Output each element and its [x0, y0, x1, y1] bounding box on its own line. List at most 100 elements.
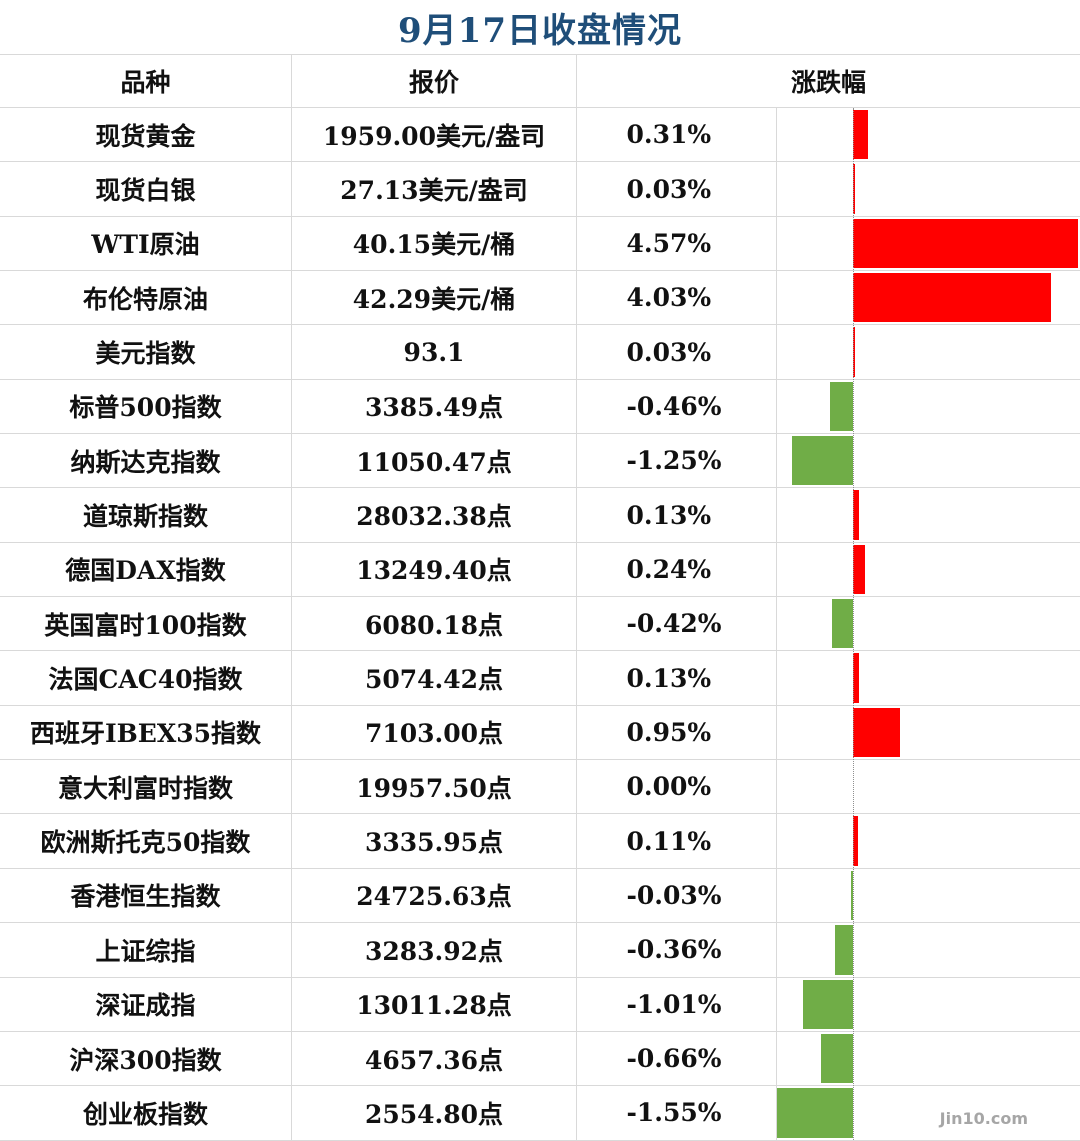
instrument-name: 法国CAC40指数	[0, 651, 292, 705]
bar-up	[853, 164, 855, 214]
instrument-name: 欧洲斯托克50指数	[0, 814, 292, 868]
header-price: 报价	[292, 55, 577, 107]
instrument-price: 13011.28点	[292, 977, 577, 1031]
change-cell: 0.24%	[577, 542, 777, 597]
bar-cell	[777, 108, 1080, 161]
bar-cell	[777, 760, 1080, 813]
bar-cell	[777, 706, 1080, 759]
change-value: -1.01%	[626, 989, 722, 1019]
instrument-name: 深证成指	[0, 977, 292, 1031]
change-value: 0.13%	[626, 500, 712, 530]
change-cell: 4.03%	[577, 271, 777, 325]
change-cell: -0.46%	[577, 379, 777, 434]
bar-down	[851, 870, 853, 921]
instrument-price: 19957.50点	[292, 760, 577, 814]
change-cell: 4.57%	[577, 216, 777, 271]
table-row: 现货黄金 1959.00美元/盎司 0.31%	[0, 108, 1080, 163]
instrument-price: 28032.38点	[292, 488, 577, 542]
instrument-name: 西班牙IBEX35指数	[0, 705, 292, 760]
table-row: 现货白银 27.13美元/盎司 0.03%	[0, 162, 1080, 217]
instrument-price: 40.15美元/桶	[292, 216, 577, 271]
bar-up	[853, 273, 1052, 323]
instrument-name: 道琼斯指数	[0, 488, 292, 542]
table-row: 深证成指 13011.28点 -1.01%	[0, 977, 1080, 1032]
change-value: -0.42%	[626, 609, 722, 639]
table-row: 西班牙IBEX35指数 7103.00点 0.95%	[0, 705, 1080, 761]
table-row: 英国富时100指数 6080.18点 -0.42%	[0, 597, 1080, 652]
bar-up	[853, 544, 865, 595]
table-row: 创业板指数 2554.80点 -1.55%	[0, 1086, 1080, 1141]
instrument-price: 3385.49点	[292, 379, 577, 434]
change-value: -0.36%	[626, 935, 722, 965]
instrument-name: 创业板指数	[0, 1086, 292, 1140]
bar-cell	[777, 869, 1080, 922]
bar-cell	[777, 543, 1080, 596]
bar-down	[791, 436, 853, 486]
bar-cell	[777, 814, 1080, 867]
table-row: 美元指数 93.1 0.03%	[0, 325, 1080, 380]
instrument-price: 7103.00点	[292, 705, 577, 760]
change-value: -0.66%	[626, 1044, 722, 1074]
bar-cell	[777, 380, 1080, 433]
change-cell: -0.42%	[577, 597, 777, 651]
change-value: 0.11%	[626, 826, 712, 856]
bar-down	[776, 1088, 853, 1138]
change-cell: 0.11%	[577, 814, 777, 868]
table-row: 标普500指数 3385.49点 -0.46%	[0, 379, 1080, 435]
change-cell: 0.31%	[577, 108, 777, 162]
table-row: 上证综指 3283.92点 -0.36%	[0, 923, 1080, 978]
change-cell: -1.55%	[577, 1086, 777, 1140]
change-value: 4.57%	[626, 228, 712, 258]
instrument-name: 英国富时100指数	[0, 597, 292, 651]
bar-cell	[777, 597, 1080, 650]
instrument-price: 27.13美元/盎司	[292, 162, 577, 216]
bar-cell	[777, 923, 1080, 976]
header-change: 涨跌幅	[790, 68, 866, 97]
bar-up	[853, 218, 1078, 269]
instrument-price: 6080.18点	[292, 597, 577, 651]
bar-cell	[777, 325, 1080, 378]
change-cell: 0.00%	[577, 760, 777, 814]
bar-cell	[777, 488, 1080, 541]
change-value: 0.13%	[626, 663, 712, 693]
instrument-price: 13249.40点	[292, 542, 577, 597]
table-row: 纳斯达克指数 11050.47点 -1.25%	[0, 434, 1080, 489]
change-value: 0.03%	[626, 174, 712, 204]
change-cell: -0.03%	[577, 868, 777, 923]
change-value: 0.31%	[626, 120, 712, 150]
quote-table-body: 现货黄金 1959.00美元/盎司 0.31% 现货白银 27.13美元/盎司 0.03%…	[0, 108, 1080, 1141]
header-name: 品种	[0, 55, 292, 107]
instrument-name: 布伦特原油	[0, 271, 292, 325]
table-row: WTI原油 40.15美元/桶 4.57%	[0, 216, 1080, 272]
page-title: 9月17日收盘情况	[398, 10, 682, 51]
instrument-price: 42.29美元/桶	[292, 271, 577, 325]
table-row: 德国DAX指数 13249.40点 0.24%	[0, 542, 1080, 598]
instrument-name: WTI原油	[0, 216, 292, 271]
table-row: 意大利富时指数 19957.50点 0.00%	[0, 760, 1080, 815]
bar-down	[820, 1033, 853, 1084]
watermark: Jin10.com	[939, 1109, 1028, 1128]
instrument-name: 现货黄金	[0, 108, 292, 162]
change-value: -1.25%	[626, 446, 722, 476]
change-value: 0.24%	[626, 554, 712, 584]
change-cell: 0.95%	[577, 705, 777, 760]
bar-up	[853, 490, 860, 540]
bar-down	[830, 381, 853, 432]
instrument-price: 1959.00美元/盎司	[292, 108, 577, 162]
table-row: 欧洲斯托克50指数 3335.95点 0.11%	[0, 814, 1080, 869]
change-cell: -1.25%	[577, 434, 777, 488]
bar-up	[853, 653, 860, 703]
instrument-price: 3335.95点	[292, 814, 577, 868]
change-value: -0.03%	[626, 880, 722, 910]
change-cell: -0.36%	[577, 923, 777, 977]
table-row: 法国CAC40指数 5074.42点 0.13%	[0, 651, 1080, 706]
instrument-price: 11050.47点	[292, 434, 577, 488]
change-value: -1.55%	[626, 1098, 722, 1128]
bar-cell	[777, 651, 1080, 704]
zero-axis-line	[853, 108, 854, 1140]
instrument-name: 美元指数	[0, 325, 292, 379]
instrument-name: 上证综指	[0, 923, 292, 977]
bar-up	[853, 816, 859, 866]
bar-down	[832, 599, 853, 649]
change-cell: 0.13%	[577, 651, 777, 705]
